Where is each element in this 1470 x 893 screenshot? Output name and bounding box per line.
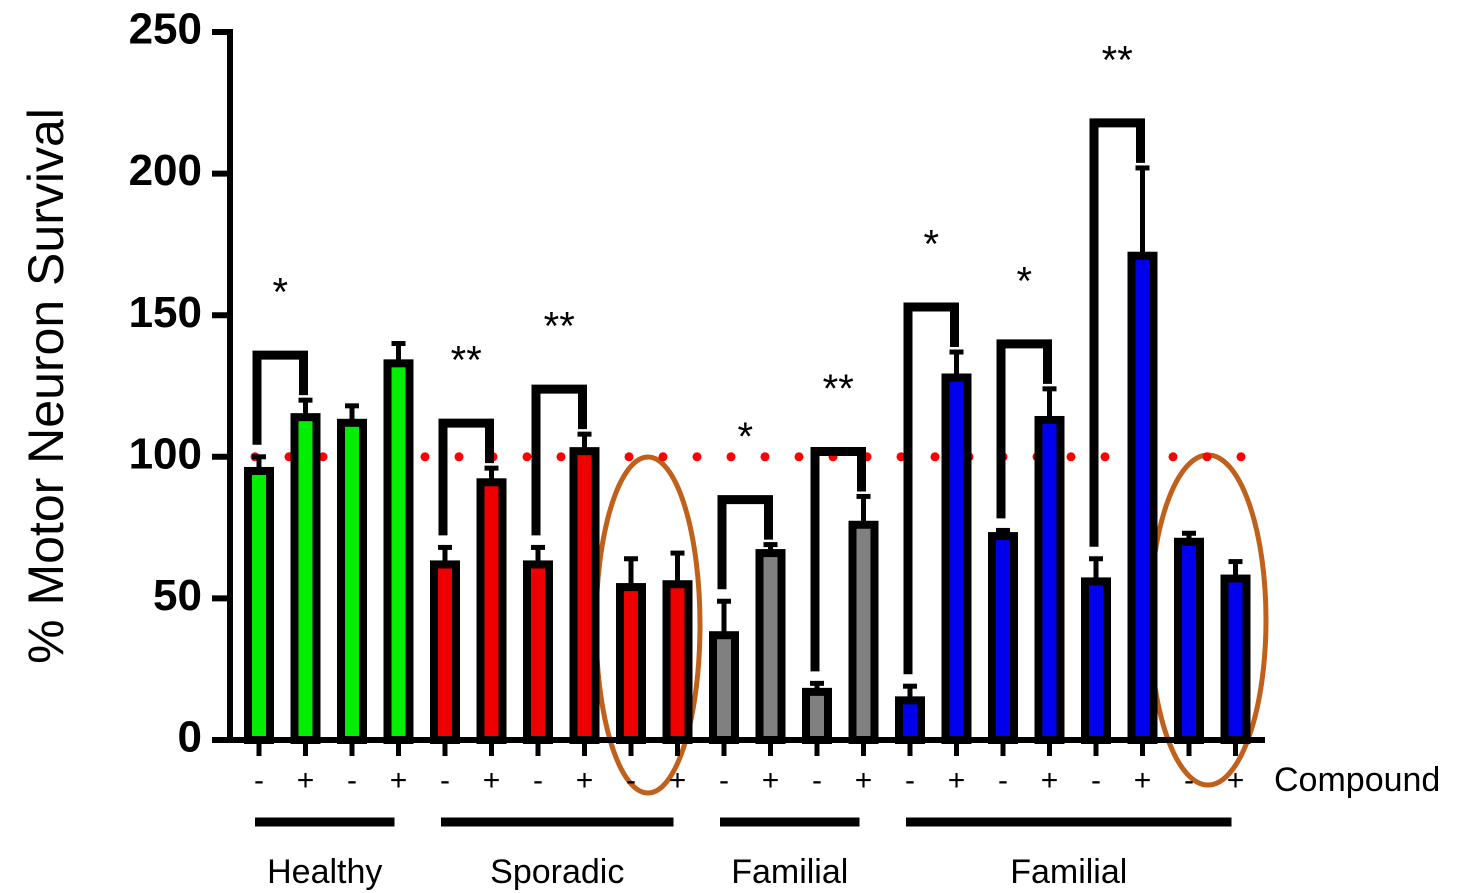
x-tick-label: -: [812, 764, 822, 797]
x-axis-label: Compound: [1274, 761, 1440, 799]
significance-bracket: [717, 495, 773, 590]
bar: [1220, 574, 1251, 744]
bar: [430, 560, 460, 745]
significance-bracket: [531, 384, 587, 536]
x-tick-label: -: [440, 764, 450, 797]
bar: [476, 478, 507, 744]
bar: [848, 520, 879, 744]
x-tick-label: -: [719, 764, 729, 797]
significance-bracket: [438, 418, 494, 536]
significance-bracket: [252, 350, 308, 445]
x-tick-label: +: [483, 764, 501, 797]
significance-label: *: [737, 415, 753, 459]
y-axis-label: % Motor Neuron Survival: [18, 108, 74, 664]
bar: [523, 560, 553, 745]
significance-bracket: [996, 339, 1052, 519]
bar: [383, 359, 414, 744]
group-label: Familial: [731, 853, 848, 891]
bar: [1034, 415, 1065, 744]
x-tick-label: +: [669, 764, 687, 797]
bar: [337, 418, 367, 744]
x-tick-label: +: [855, 764, 873, 797]
bar: [290, 413, 321, 744]
x-tick-label: +: [576, 764, 594, 797]
x-tick-label: +: [948, 764, 966, 797]
significance-label: **: [544, 305, 575, 349]
x-tick-label: -: [626, 764, 636, 797]
significance-label: *: [272, 271, 288, 315]
bar: [662, 580, 693, 744]
x-tick-label: +: [1227, 764, 1245, 797]
x-tick-label: +: [762, 764, 780, 797]
x-tick-label: -: [347, 764, 357, 797]
bar: [755, 549, 786, 745]
bar: [709, 631, 739, 744]
x-tick-label: +: [1134, 764, 1152, 797]
y-tick-label: 150: [129, 288, 202, 337]
significance-bracket: [1089, 118, 1145, 547]
significance-label: *: [1016, 259, 1032, 303]
group-label: Sporadic: [490, 853, 624, 891]
x-tick-label: -: [533, 764, 543, 797]
significance-label: *: [923, 223, 939, 267]
group-label: Healthy: [267, 853, 382, 891]
y-tick-label: 200: [129, 146, 202, 195]
group-label: Familial: [1010, 853, 1127, 891]
bar: [941, 373, 972, 744]
bar: [1174, 537, 1204, 745]
significance-label: **: [1102, 38, 1133, 82]
y-tick-label: 50: [153, 571, 202, 620]
significance-bracket: [810, 446, 866, 672]
bar: [895, 696, 925, 744]
significance-label: **: [451, 339, 482, 383]
x-tick-label: -: [905, 764, 915, 797]
x-tick-label: +: [1041, 764, 1059, 797]
x-tick-label: -: [1184, 764, 1194, 797]
bar: [616, 583, 646, 745]
significance-bracket: [903, 302, 959, 675]
x-tick-label: -: [1091, 764, 1101, 797]
x-tick-label: +: [297, 764, 315, 797]
bar: [569, 447, 600, 744]
bar: [1081, 577, 1111, 745]
y-tick-label: 250: [129, 5, 202, 54]
x-tick-label: -: [998, 764, 1008, 797]
bar: [988, 532, 1018, 745]
significance-label: **: [823, 367, 854, 411]
y-tick-label: 100: [129, 429, 202, 478]
x-tick-label: -: [254, 764, 264, 797]
x-tick-label: +: [390, 764, 408, 797]
bar: [802, 687, 832, 745]
y-tick-label: 0: [178, 713, 202, 762]
bar: [1127, 251, 1158, 744]
bar: [244, 466, 274, 744]
